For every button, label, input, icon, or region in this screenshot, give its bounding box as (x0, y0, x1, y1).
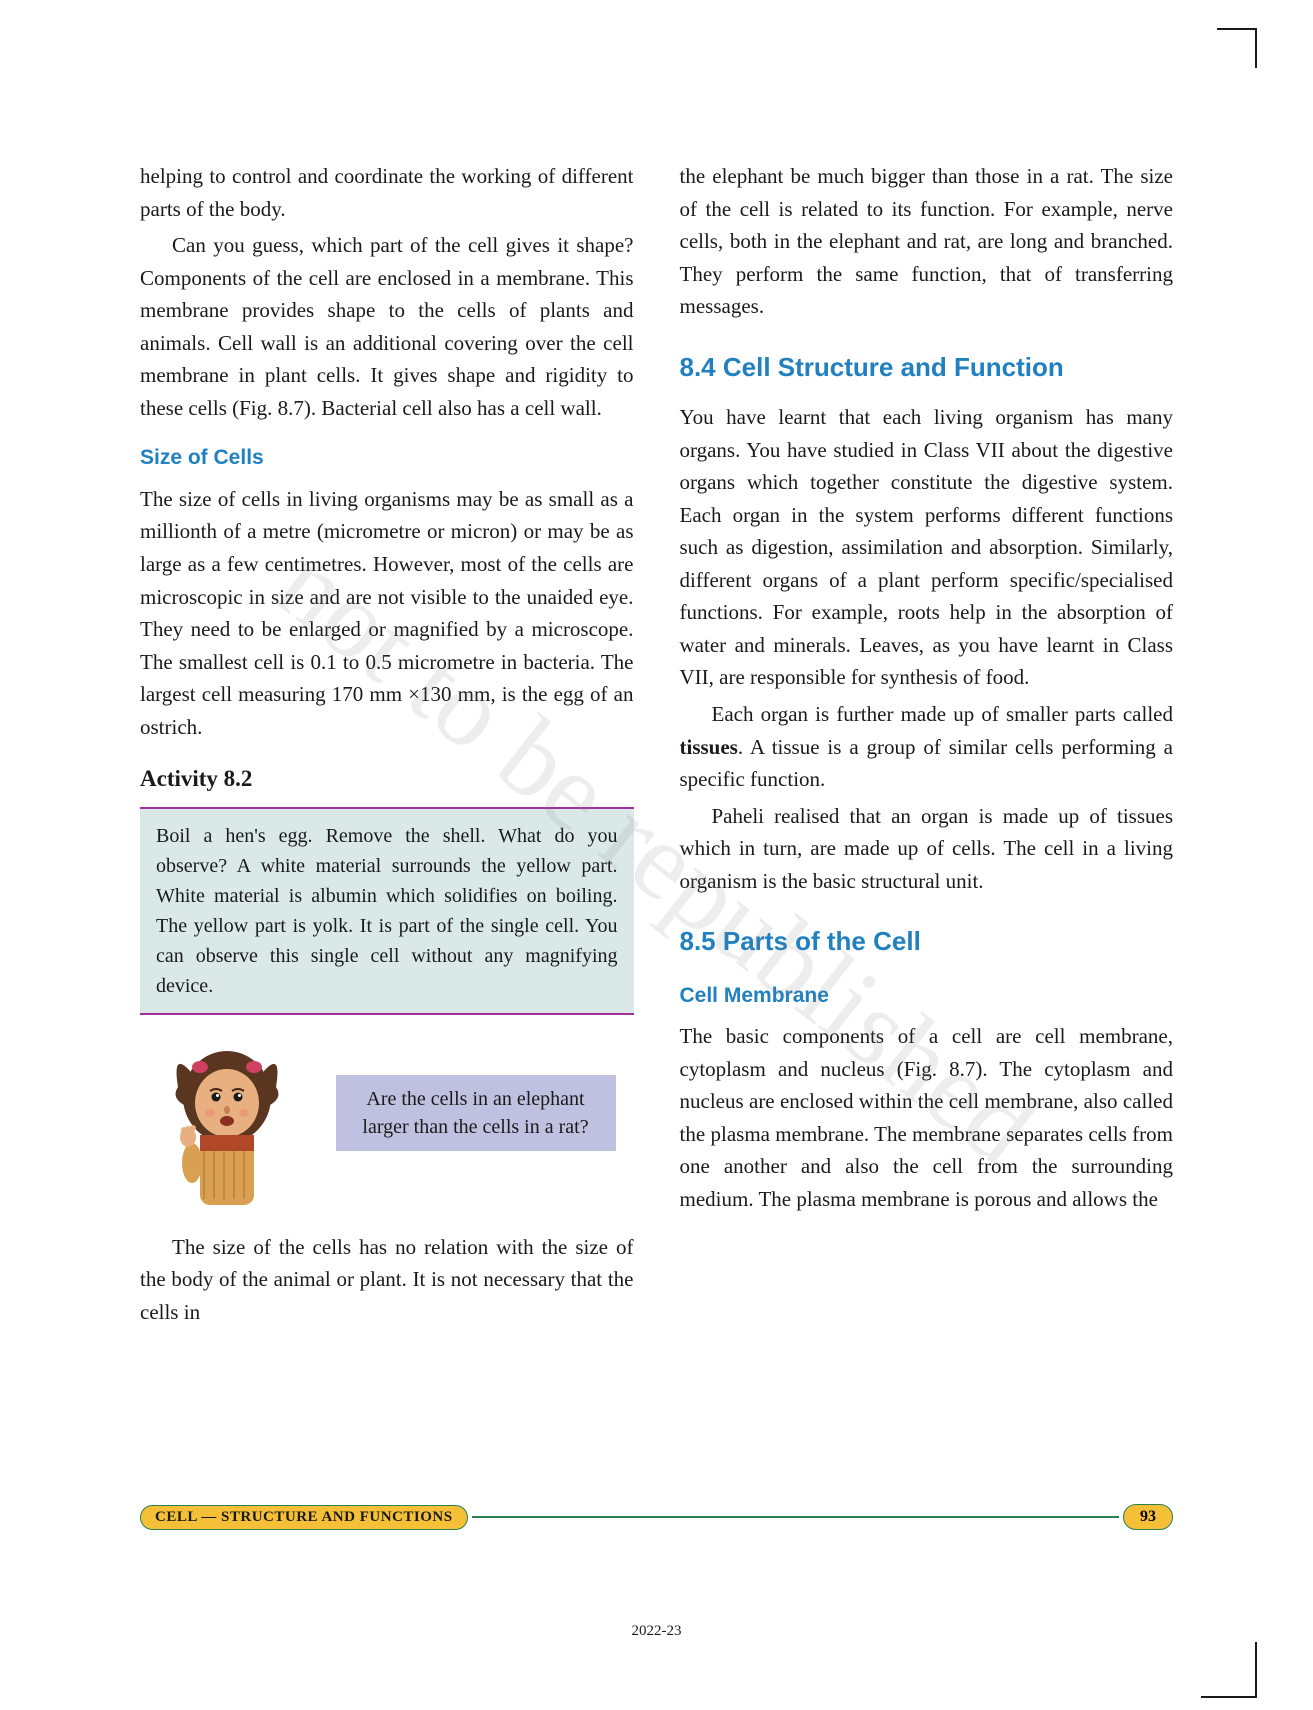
page-footer: CELL — STRUCTURE AND FUNCTIONS 93 (140, 1504, 1173, 1530)
subheading-cell-membrane: Cell Membrane (680, 980, 1174, 1013)
right-column: the elephant be much bigger than those i… (680, 160, 1174, 1333)
paheli-character-illustration (152, 1029, 302, 1214)
chapter-running-title: CELL — STRUCTURE AND FUNCTIONS (140, 1505, 468, 1530)
crop-mark-bottom-right (1201, 1642, 1257, 1698)
section-heading-text: 8.4 Cell Structure and Function (680, 352, 1064, 382)
body-paragraph: Paheli realised that an organ is made up… (680, 800, 1174, 898)
body-paragraph: helping to control and coordinate the wo… (140, 160, 634, 225)
textbook-page: not to be republished helping to control… (0, 0, 1313, 1710)
crop-mark-top-right (1217, 28, 1257, 68)
section-heading-8-5: 8.5 Parts of the Cell (680, 921, 1174, 961)
section-heading-8-4: 8.4 Cell Structure and Function (680, 347, 1174, 387)
body-paragraph: The basic components of a cell are cell … (680, 1020, 1174, 1215)
page-number: 93 (1123, 1504, 1173, 1530)
activity-box: Boil a hen's egg. Remove the shell. What… (140, 807, 634, 1015)
print-year: 2022-23 (632, 1623, 682, 1640)
body-paragraph: You have learnt that each living organis… (680, 401, 1174, 694)
footer-rule (472, 1516, 1119, 1518)
body-paragraph: Can you guess, which part of the cell gi… (140, 229, 634, 424)
body-paragraph: The size of cells in living organisms ma… (140, 483, 634, 743)
character-illustration-box: Are the cells in an elephant larger than… (140, 1029, 634, 1219)
para-text: Each organ is further made up of smaller… (712, 702, 1174, 726)
body-paragraph: Each organ is further made up of smaller… (680, 698, 1174, 796)
body-paragraph: the elephant be much bigger than those i… (680, 160, 1174, 323)
bold-term-tissues: tissues (680, 735, 738, 759)
activity-heading: Activity 8.2 (140, 761, 634, 797)
para-text: . A tissue is a group of similar cells p… (680, 735, 1174, 792)
two-column-content: helping to control and coordinate the wo… (140, 160, 1173, 1333)
speech-bubble: Are the cells in an elephant larger than… (336, 1075, 616, 1151)
body-paragraph: The size of the cells has no relation wi… (140, 1231, 634, 1329)
left-column: helping to control and coordinate the wo… (140, 160, 634, 1333)
subheading-size-of-cells: Size of Cells (140, 442, 634, 475)
